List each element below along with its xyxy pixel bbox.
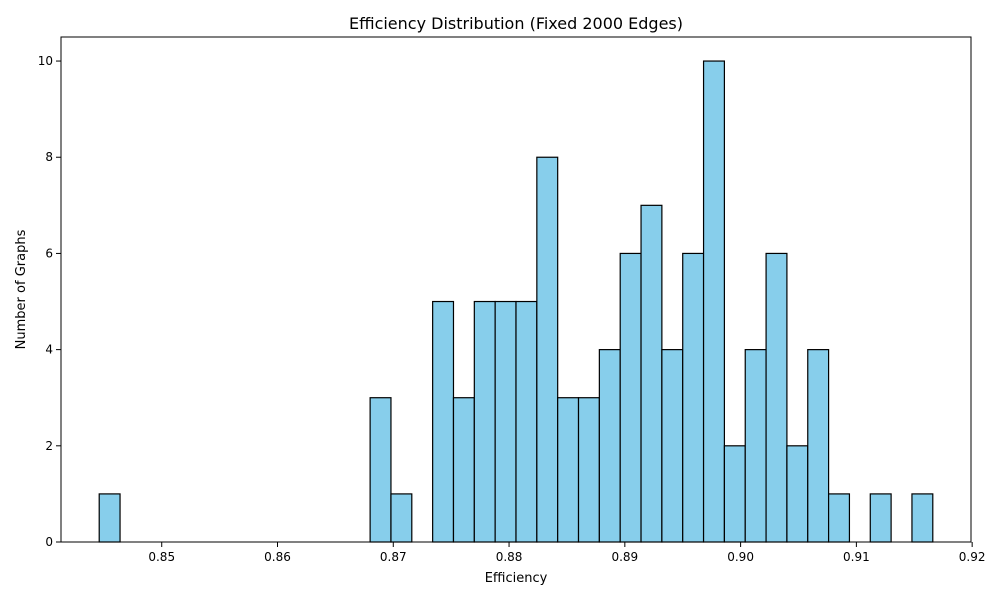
histogram-bar: [765, 252, 788, 543]
x-tick-label: 0.90: [727, 550, 754, 564]
x-tick-label: 0.92: [959, 550, 986, 564]
y-tick-label: 6: [45, 246, 53, 260]
bars-group: [98, 60, 934, 543]
histogram-bar: [369, 397, 392, 543]
histogram-bar: [911, 493, 934, 543]
histogram-bar: [807, 349, 830, 543]
histogram-bar: [536, 156, 559, 543]
histogram-bar: [640, 204, 663, 543]
y-tick-label: 10: [38, 54, 53, 68]
histogram-bar: [744, 349, 767, 543]
histogram-bar: [452, 397, 475, 543]
x-tick-label: 0.89: [611, 550, 638, 564]
x-axis-ticks: 0.85 0.86 0.87 0.88 0.89 0.90 0.91 0.92: [148, 542, 986, 564]
histogram-bar: [473, 300, 496, 543]
histogram-bar: [98, 493, 121, 543]
histogram-bar: [494, 300, 517, 543]
histogram-bar: [786, 445, 809, 543]
histogram-bar: [390, 493, 413, 543]
y-tick-label: 2: [45, 439, 53, 453]
histogram-bar: [827, 493, 851, 543]
x-tick-label: 0.91: [843, 550, 870, 564]
y-tick-label: 8: [45, 150, 53, 164]
y-axis-ticks: 0 2 4 6 8 10: [38, 54, 61, 549]
x-tick-label: 0.85: [148, 550, 175, 564]
histogram-bar: [702, 60, 725, 543]
x-tick-label: 0.88: [496, 550, 523, 564]
plot-frame: [60, 36, 972, 543]
histogram-bar: [682, 252, 705, 543]
y-tick-label: 4: [45, 343, 53, 357]
histogram-bar: [723, 445, 746, 543]
histogram-bar: [432, 300, 455, 543]
histogram-bar: [598, 349, 621, 543]
y-tick-label: 0: [45, 535, 53, 549]
histogram-bar: [557, 397, 580, 543]
histogram-bar: [619, 252, 642, 543]
histogram-bar: [515, 300, 538, 543]
x-tick-label: 0.87: [380, 550, 407, 564]
histogram-bar: [661, 349, 684, 543]
y-axis-label: Number of Graphs: [14, 229, 29, 349]
x-axis-label: Efficiency: [485, 571, 548, 586]
histogram-bar: [869, 493, 892, 543]
x-tick-label: 0.86: [264, 550, 291, 564]
histogram-bar: [577, 397, 600, 543]
chart-title: Efficiency Distribution (Fixed 2000 Edge…: [349, 14, 683, 33]
